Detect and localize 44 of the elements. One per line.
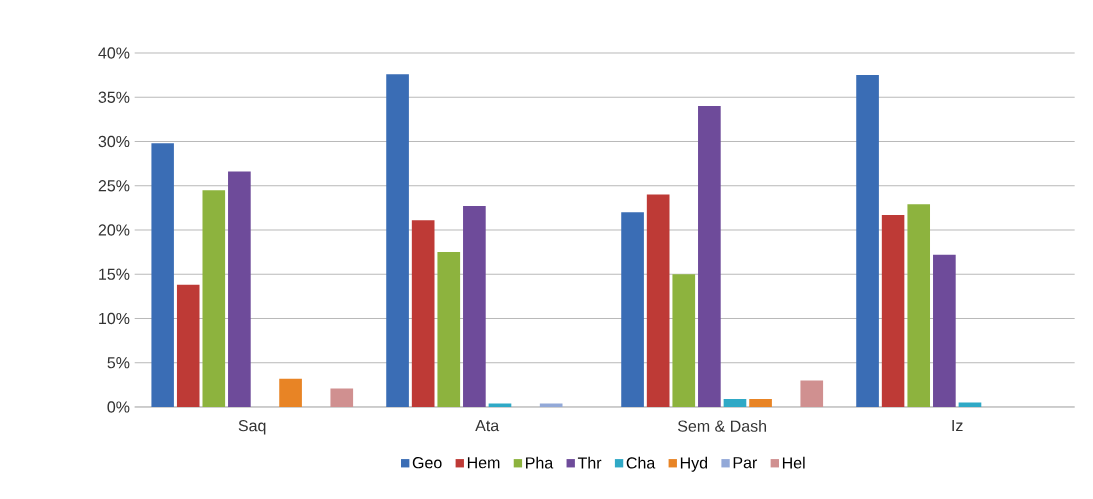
legend-label: Hel xyxy=(782,456,805,469)
bar xyxy=(437,252,461,407)
legend-label: Par xyxy=(733,457,758,469)
legend-label: Thr xyxy=(577,456,602,469)
bar xyxy=(463,206,486,407)
bar xyxy=(386,74,409,407)
y-tick-label: 20% xyxy=(98,224,130,236)
legend-label: Pha xyxy=(526,456,554,469)
x-tick-label: Saq xyxy=(238,420,266,435)
bar xyxy=(279,378,302,407)
bar xyxy=(672,274,696,407)
y-tick-label: 35% xyxy=(98,91,130,103)
bar xyxy=(202,190,226,407)
bar xyxy=(151,143,174,407)
y-tick-label: 30% xyxy=(98,135,130,148)
bar xyxy=(856,75,879,407)
bar xyxy=(411,220,435,407)
legend-label: Geo xyxy=(412,457,442,469)
bar xyxy=(539,403,563,407)
y-tick-label: 5% xyxy=(107,357,130,369)
bar xyxy=(176,284,200,407)
bar xyxy=(698,106,721,407)
bar xyxy=(907,204,931,407)
x-tick-label: Sem & Dash xyxy=(677,420,767,432)
y-tick-label: 15% xyxy=(99,268,130,280)
bar xyxy=(228,171,251,407)
y-tick-label: 0% xyxy=(107,401,130,413)
x-tick-label: Ata xyxy=(475,420,500,432)
bar xyxy=(488,403,512,407)
bar xyxy=(723,399,747,407)
bar xyxy=(330,388,354,407)
y-tick-label: 25% xyxy=(98,180,130,192)
legend-label: Cha xyxy=(626,456,656,469)
bar xyxy=(749,399,772,407)
x-tick-label: Iz xyxy=(952,420,963,432)
legend-label: Hyd xyxy=(680,456,708,472)
bar xyxy=(933,254,956,407)
bar xyxy=(621,212,644,407)
y-tick-label: 40% xyxy=(98,47,130,59)
y-tick-label: 10% xyxy=(99,312,130,325)
bar xyxy=(646,194,670,407)
bar xyxy=(800,380,824,407)
legend-label: Hem xyxy=(467,457,500,469)
bar xyxy=(881,214,905,407)
